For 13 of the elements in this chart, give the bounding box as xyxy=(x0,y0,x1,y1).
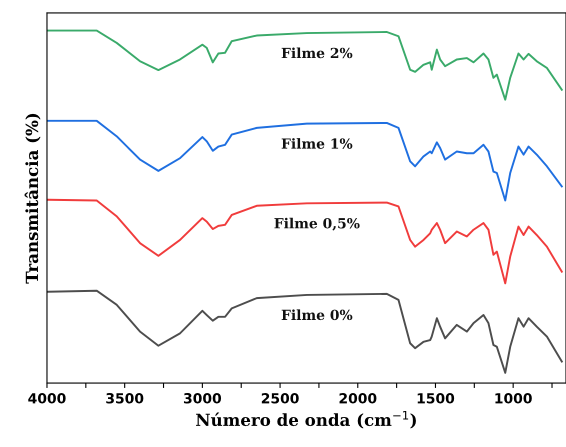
x-tick-label: 3500 xyxy=(106,393,144,404)
series-label: Filme 0% xyxy=(282,309,352,320)
series-label: Filme 1% xyxy=(282,138,352,149)
x-tick-label: 2500 xyxy=(262,393,299,404)
x-tick-label: 1000 xyxy=(495,393,532,404)
x-tick-label: 1500 xyxy=(418,393,454,404)
x-axis-title: Número de onda (cm$^{−1}$) xyxy=(196,411,416,428)
x-tick-label: 3000 xyxy=(184,393,222,404)
y-axis-title: Transmitância (%) xyxy=(24,114,41,284)
series-label: Filme 0,5% xyxy=(274,218,360,231)
series-label: Filme 2% xyxy=(282,47,352,58)
x-tick-label: 2000 xyxy=(340,393,376,404)
x-tick-label: 4000 xyxy=(28,393,66,404)
